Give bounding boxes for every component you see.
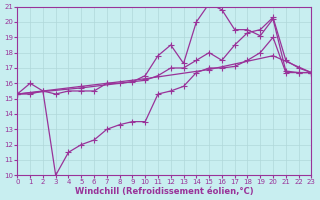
- X-axis label: Windchill (Refroidissement éolien,°C): Windchill (Refroidissement éolien,°C): [75, 187, 254, 196]
